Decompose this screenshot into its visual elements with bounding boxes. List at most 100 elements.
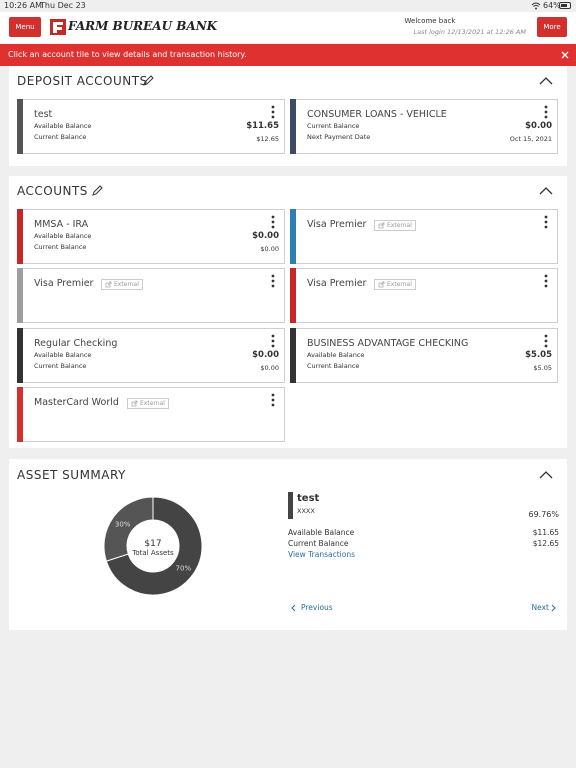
menu-button[interactable]: Menu bbox=[9, 17, 41, 37]
tile-name: Visa Premier bbox=[34, 278, 94, 289]
external-tag: External bbox=[127, 398, 169, 409]
legend-bar bbox=[288, 492, 293, 519]
balance-value: $0.00 bbox=[252, 231, 279, 241]
logo-mark bbox=[50, 19, 66, 35]
account-tile[interactable]: MasterCard World External bbox=[17, 387, 285, 442]
external-tag: External bbox=[374, 279, 416, 290]
tile-name: test bbox=[34, 109, 53, 120]
tile-color-bar bbox=[17, 209, 23, 264]
balance-label: Current Balance bbox=[307, 362, 360, 370]
donut-total-label: Total Assets bbox=[132, 549, 174, 557]
tile-name: MMSA - IRA bbox=[34, 219, 89, 230]
tile-color-bar bbox=[290, 209, 296, 264]
tile-color-bar bbox=[17, 268, 23, 323]
balance-label: Available Balance bbox=[34, 232, 92, 240]
more-dots[interactable] bbox=[271, 334, 275, 348]
edit-icon[interactable] bbox=[91, 185, 103, 197]
more-dots[interactable] bbox=[544, 334, 548, 348]
balance-label: Current Balance bbox=[34, 243, 87, 251]
slice-label: 70% bbox=[176, 565, 192, 573]
section-title: ACCOUNTS bbox=[17, 184, 88, 198]
balance-value: $11.65 bbox=[246, 121, 279, 131]
balance-value: $0.00 bbox=[525, 121, 552, 131]
previous-link[interactable]: Previous bbox=[301, 603, 333, 612]
header bbox=[0, 12, 576, 43]
external-icon bbox=[378, 281, 385, 288]
asset-value: $11.65 bbox=[532, 528, 559, 537]
more-dots[interactable] bbox=[271, 105, 275, 119]
asset-label: Current Balance bbox=[288, 539, 349, 548]
next-chevron bbox=[551, 604, 556, 612]
tile-color-bar bbox=[17, 387, 23, 442]
balance-value: $0.00 bbox=[260, 245, 279, 253]
tile-name: MasterCard World bbox=[34, 397, 119, 408]
balance-value: $12.65 bbox=[256, 135, 279, 143]
account-tile[interactable]: Visa Premier External bbox=[290, 209, 558, 264]
asset-card bbox=[9, 459, 567, 630]
external-tag: External bbox=[374, 220, 416, 231]
account-tile[interactable]: Regular Checking Available Balance $0.00 Cu… bbox=[17, 328, 285, 383]
tile-color-bar bbox=[290, 268, 296, 323]
last-login: Last login 12/13/2021 at 12:26 AM bbox=[413, 28, 527, 36]
status-time: 10:26 AM bbox=[4, 1, 42, 10]
balance-label: Available Balance bbox=[34, 122, 92, 130]
more-dots[interactable] bbox=[544, 105, 548, 119]
balance-label: Current Balance bbox=[307, 122, 360, 130]
donut-slice bbox=[103, 496, 154, 562]
edit-icon[interactable] bbox=[142, 75, 154, 87]
balance-label: Current Balance bbox=[34, 362, 87, 370]
more-dots[interactable] bbox=[271, 215, 275, 229]
more-dots[interactable] bbox=[271, 274, 275, 288]
account-tile[interactable]: BUSINESS ADVANTAGE CHECKING Available Bal… bbox=[290, 328, 558, 383]
asset-value: $12.65 bbox=[532, 539, 559, 548]
next-link[interactable]: Next bbox=[531, 603, 549, 612]
account-tile[interactable]: test Available Balance $11.65 Current Balan… bbox=[17, 99, 285, 154]
more-dots[interactable] bbox=[544, 215, 548, 229]
tile-color-bar bbox=[290, 99, 296, 154]
tile-color-bar bbox=[17, 99, 23, 154]
welcome: Welcome back bbox=[404, 17, 456, 25]
balance-value: $0.00 bbox=[252, 350, 279, 360]
account-tile[interactable]: Visa Premier External bbox=[17, 268, 285, 323]
tile-name: Visa Premier bbox=[307, 278, 367, 289]
external-icon bbox=[378, 222, 385, 229]
balance-label: Current Balance bbox=[34, 133, 87, 141]
more-dots[interactable] bbox=[271, 393, 275, 407]
legend-name: test bbox=[297, 493, 320, 504]
tile-color-bar bbox=[17, 328, 23, 383]
banner-text: Click an account tile to view details an… bbox=[8, 50, 247, 59]
balance-value: $5.05 bbox=[533, 364, 552, 372]
wifi-icon bbox=[531, 2, 541, 10]
external-tag: External bbox=[101, 279, 143, 290]
more-button[interactable]: More bbox=[537, 17, 567, 37]
tile-color-bar bbox=[290, 328, 296, 383]
collapse-icon[interactable] bbox=[539, 187, 553, 195]
more-dots[interactable] bbox=[544, 274, 548, 288]
section-title: ASSET SUMMARY bbox=[17, 468, 126, 482]
account-tile[interactable]: CONSUMER LOANS - VEHICLE Current Balance $… bbox=[290, 99, 558, 154]
legend-mask: XXXX bbox=[297, 507, 315, 515]
collapse-icon[interactable] bbox=[539, 471, 553, 479]
balance-value: Oct 15, 2021 bbox=[509, 135, 552, 143]
section-title: DEPOSIT ACCOUNTS bbox=[17, 74, 148, 88]
battery-icon bbox=[559, 2, 571, 9]
logo-text: FARM BUREAU BANK bbox=[68, 19, 218, 33]
tile-name: BUSINESS ADVANTAGE CHECKING bbox=[307, 338, 469, 349]
account-tile[interactable]: MMSA - IRA Available Balance $0.00 Current … bbox=[17, 209, 285, 264]
balance-label: Available Balance bbox=[34, 351, 92, 359]
collapse-icon[interactable] bbox=[539, 77, 553, 85]
balance-label: Next Payment Date bbox=[307, 133, 371, 141]
account-tile[interactable]: Visa Premier External bbox=[290, 268, 558, 323]
status-date: Thu Dec 23 bbox=[40, 1, 86, 10]
tile-name: Regular Checking bbox=[34, 338, 118, 349]
external-icon bbox=[105, 281, 112, 288]
prev-chevron bbox=[291, 604, 296, 612]
view-transactions[interactable]: View Transactions bbox=[288, 550, 355, 559]
donut-chart: 70% 30% bbox=[103, 496, 203, 596]
donut-slice bbox=[105, 496, 203, 596]
legend-percent: 69.76% bbox=[528, 510, 559, 519]
status-battery: 64% bbox=[543, 1, 561, 10]
balance-value: $0.00 bbox=[260, 364, 279, 372]
banner-close[interactable] bbox=[561, 51, 569, 59]
